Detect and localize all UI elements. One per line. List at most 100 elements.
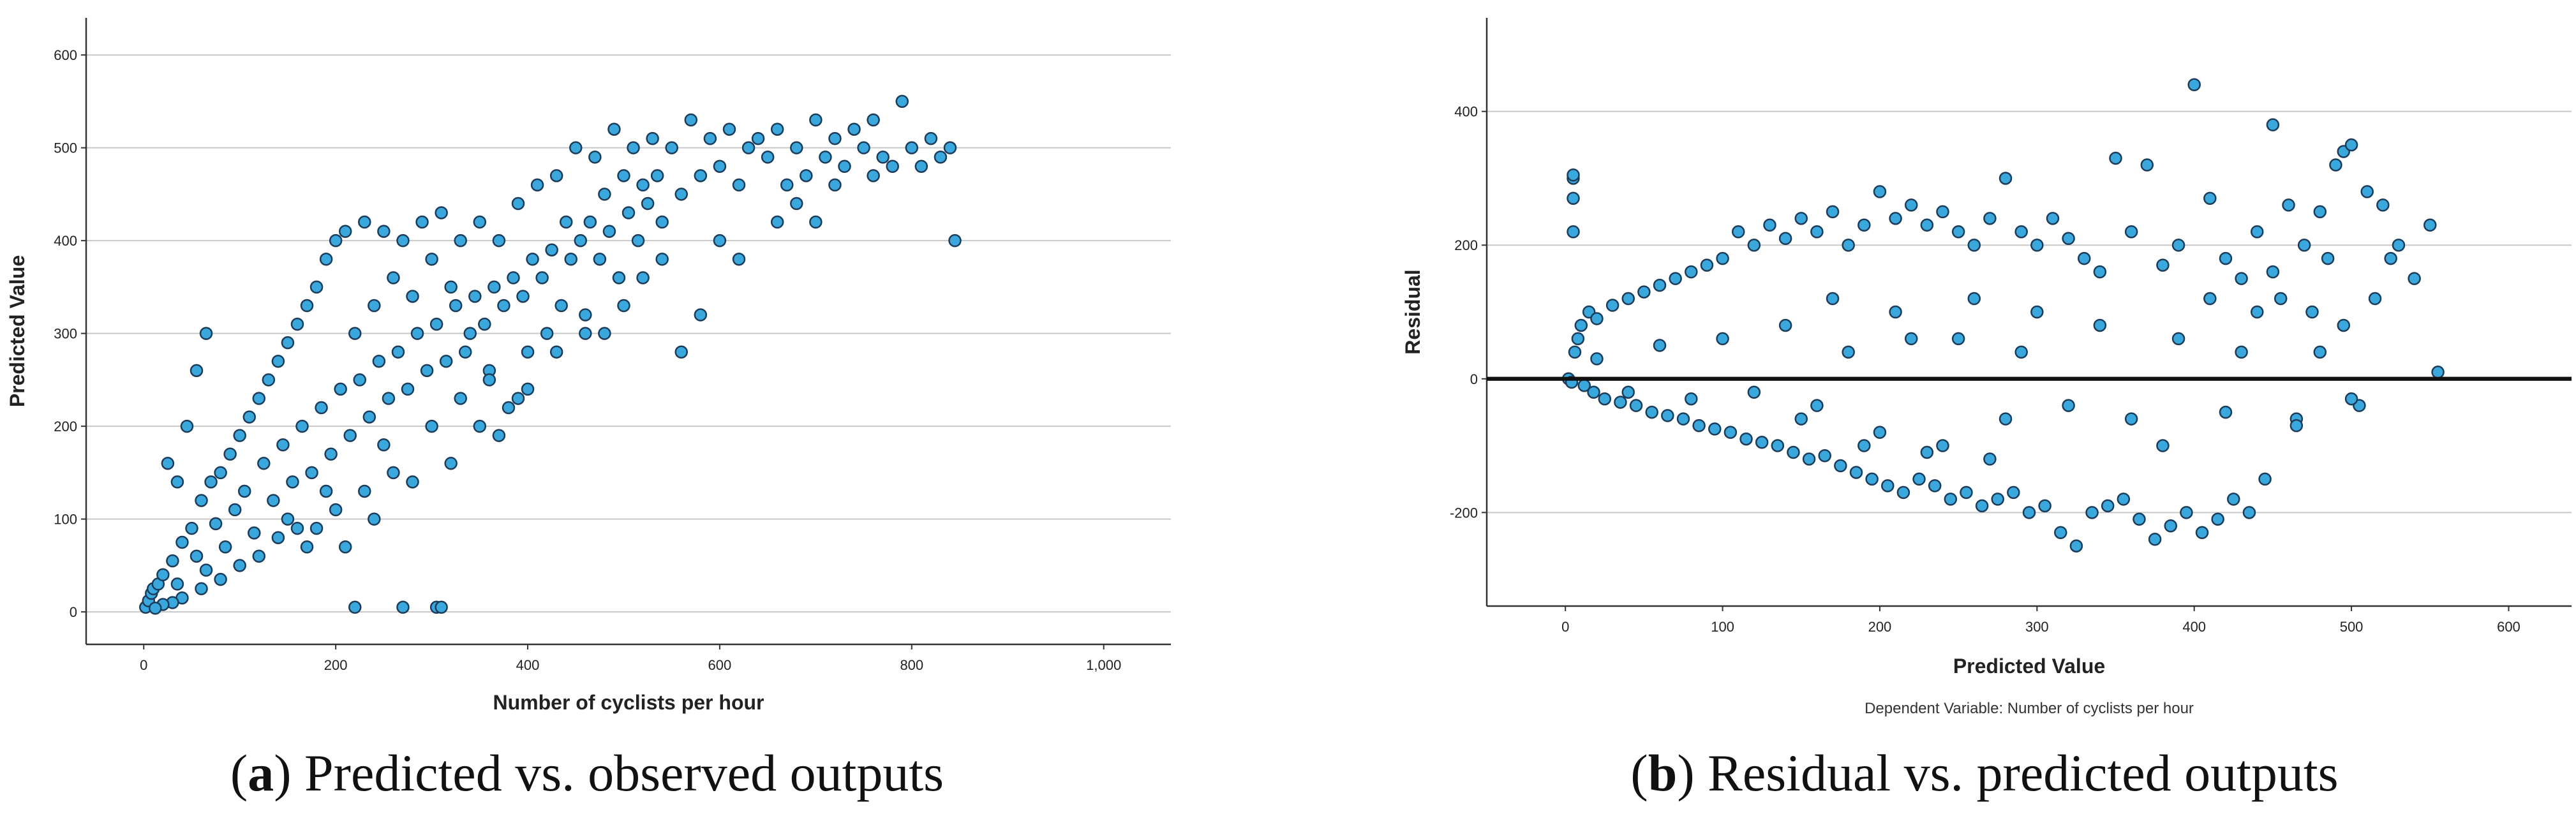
caption-b: (b) Residual vs. predicted outputs bbox=[1630, 744, 2339, 802]
scatter-point bbox=[1889, 305, 1902, 319]
scatter-point bbox=[2164, 519, 2177, 533]
scatter-point bbox=[166, 554, 179, 568]
scatter-point bbox=[262, 373, 276, 387]
scatter-point bbox=[156, 568, 170, 582]
scatter-point bbox=[526, 253, 539, 266]
scatter-point bbox=[1778, 318, 1792, 332]
scatter-point bbox=[2093, 318, 2107, 332]
scatter-point bbox=[228, 503, 242, 517]
scatter-point bbox=[1708, 422, 1722, 436]
scatter-point bbox=[281, 512, 295, 526]
x-tick-label: 1,000 bbox=[1086, 657, 1121, 673]
scatter-point bbox=[348, 600, 362, 614]
scatter-point bbox=[454, 234, 467, 248]
scatter-point bbox=[1676, 412, 1690, 426]
scatter-point bbox=[2180, 506, 2193, 519]
scatter-point bbox=[377, 225, 391, 238]
panel-a-chart: 0 100 200 300 400 500 600 0 200 400 600 800 1,000 Num… bbox=[6, 18, 1171, 714]
scatter-point bbox=[905, 141, 919, 154]
scatter-point bbox=[214, 572, 227, 586]
scatter-point bbox=[770, 122, 784, 136]
scatter-point bbox=[295, 419, 309, 433]
scatter-point bbox=[199, 327, 213, 340]
scatter-point bbox=[1865, 472, 1879, 486]
scatter-point bbox=[185, 521, 198, 535]
scatter-point bbox=[2329, 158, 2342, 172]
y-tick-label: 300 bbox=[54, 326, 77, 342]
scatter-point bbox=[358, 484, 371, 498]
scatter-point bbox=[1936, 439, 1949, 452]
scatter-point bbox=[895, 94, 909, 108]
scatter-point bbox=[435, 600, 448, 614]
y-tick-label: 100 bbox=[54, 512, 77, 528]
scatter-point bbox=[1818, 449, 1831, 463]
scatter-point bbox=[1731, 225, 1745, 239]
caption-a-text: Predicted vs. observed outputs bbox=[304, 744, 944, 802]
scatter-point bbox=[420, 364, 434, 378]
scatter-point bbox=[2117, 493, 2131, 506]
scatter-point bbox=[444, 457, 458, 470]
scatter-point bbox=[1614, 396, 1627, 409]
scatter-point bbox=[1881, 479, 1895, 493]
scatter-point bbox=[627, 141, 640, 154]
scatter-point bbox=[1944, 493, 1958, 506]
scatter-point bbox=[867, 113, 880, 127]
scatter-point bbox=[2360, 185, 2374, 198]
scatter-point bbox=[1904, 332, 1918, 346]
scatter-point bbox=[161, 457, 175, 470]
scatter-point bbox=[478, 317, 491, 331]
scatter-point bbox=[1645, 405, 1658, 419]
scatter-point bbox=[1834, 459, 1847, 473]
scatter-point bbox=[1621, 292, 1635, 306]
scatter-point bbox=[218, 540, 232, 554]
scatter-point bbox=[2030, 305, 2044, 319]
scatter-point bbox=[1567, 191, 1580, 205]
scatter-points bbox=[139, 94, 962, 615]
scatter-point bbox=[343, 429, 357, 442]
scatter-point bbox=[2431, 366, 2445, 379]
scatter-point bbox=[1653, 278, 1667, 292]
scatter-point bbox=[1587, 385, 1600, 399]
x-tick-label: 400 bbox=[2182, 619, 2206, 635]
scatter-point bbox=[2297, 238, 2311, 252]
scatter-point bbox=[516, 290, 530, 303]
scatter-point bbox=[468, 290, 482, 303]
scatter-point bbox=[391, 345, 405, 359]
scatter-point bbox=[2368, 292, 2382, 306]
scatter-point bbox=[209, 517, 223, 531]
scatter-point bbox=[549, 345, 563, 359]
x-tick-label: 800 bbox=[900, 657, 923, 673]
scatter-point bbox=[612, 271, 626, 285]
scatter-point bbox=[2054, 526, 2067, 539]
scatter-point bbox=[382, 392, 396, 405]
scatter-point bbox=[2337, 318, 2351, 332]
scatter-point bbox=[655, 215, 669, 229]
scatter-point bbox=[252, 549, 266, 563]
scatter-point bbox=[1896, 486, 1910, 500]
x-tick-label: 100 bbox=[1711, 619, 1734, 635]
scatter-point bbox=[838, 159, 851, 174]
scatter-point bbox=[2038, 499, 2051, 513]
scatter-point bbox=[1716, 332, 1729, 346]
scatter-point bbox=[1692, 419, 1706, 433]
scatter-point bbox=[1842, 238, 1855, 252]
scatter-point bbox=[1590, 312, 1604, 325]
scatter-point bbox=[1716, 251, 1729, 265]
scatter-point bbox=[555, 299, 568, 313]
scatter-point bbox=[2408, 272, 2421, 285]
scatter-point bbox=[1590, 352, 1604, 366]
scatter-point bbox=[252, 392, 266, 405]
scatter-point bbox=[847, 122, 861, 136]
scatter-point bbox=[290, 521, 304, 535]
scatter-point bbox=[574, 234, 588, 248]
scatter-point bbox=[439, 355, 453, 368]
scatter-point bbox=[2022, 506, 2036, 519]
scatter-point bbox=[190, 364, 204, 378]
scatter-point bbox=[2266, 118, 2280, 131]
scatter-point bbox=[674, 188, 688, 201]
y-tick-label: 200 bbox=[1454, 237, 1478, 253]
scatter-point bbox=[1621, 385, 1635, 399]
scatter-point bbox=[559, 215, 573, 229]
scatter-point bbox=[2014, 345, 2028, 359]
scatter-point bbox=[1889, 212, 1902, 225]
